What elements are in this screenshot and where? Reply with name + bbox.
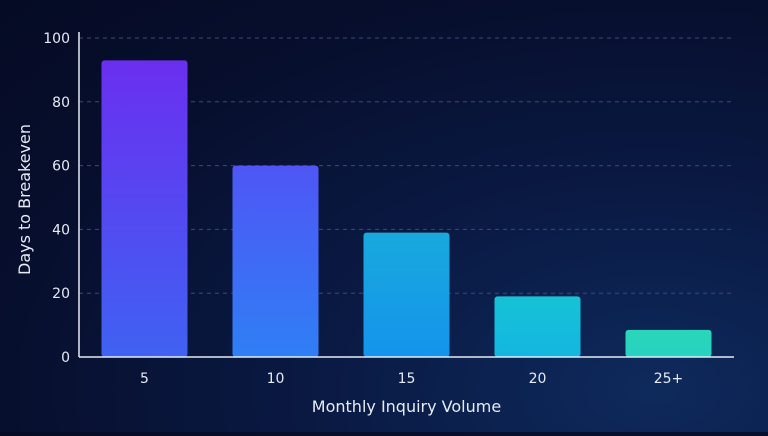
- y-tick-labels: 0 20 40 60 80 100: [43, 31, 70, 366]
- y-tick-label: 0: [61, 350, 70, 366]
- x-tick-label: 5: [140, 371, 149, 387]
- gridlines: [79, 37, 734, 294]
- bar-5[interactable]: [101, 60, 188, 358]
- bar-10[interactable]: [232, 165, 319, 357]
- x-tick-label: 20: [529, 371, 547, 387]
- bar-15[interactable]: [363, 232, 450, 357]
- y-axis-title: Days to Breakeven: [15, 124, 34, 275]
- x-tick-labels: 5 10 15 20 25+: [140, 371, 683, 387]
- x-tick-label: 25+: [654, 371, 684, 387]
- x-tick-label: 10: [267, 371, 285, 387]
- y-tick-label: 20: [52, 286, 70, 302]
- axes: [78, 32, 734, 358]
- bar-20[interactable]: [494, 296, 581, 357]
- y-tick-label: 100: [43, 31, 70, 47]
- y-tick-label: 80: [52, 95, 70, 111]
- y-tick-label: 40: [52, 222, 70, 238]
- bars: [101, 60, 712, 358]
- y-tick-label: 60: [52, 159, 70, 175]
- bar-25plus[interactable]: [625, 329, 712, 357]
- x-axis-title: Monthly Inquiry Volume: [312, 397, 501, 416]
- x-tick-label: 15: [398, 371, 416, 387]
